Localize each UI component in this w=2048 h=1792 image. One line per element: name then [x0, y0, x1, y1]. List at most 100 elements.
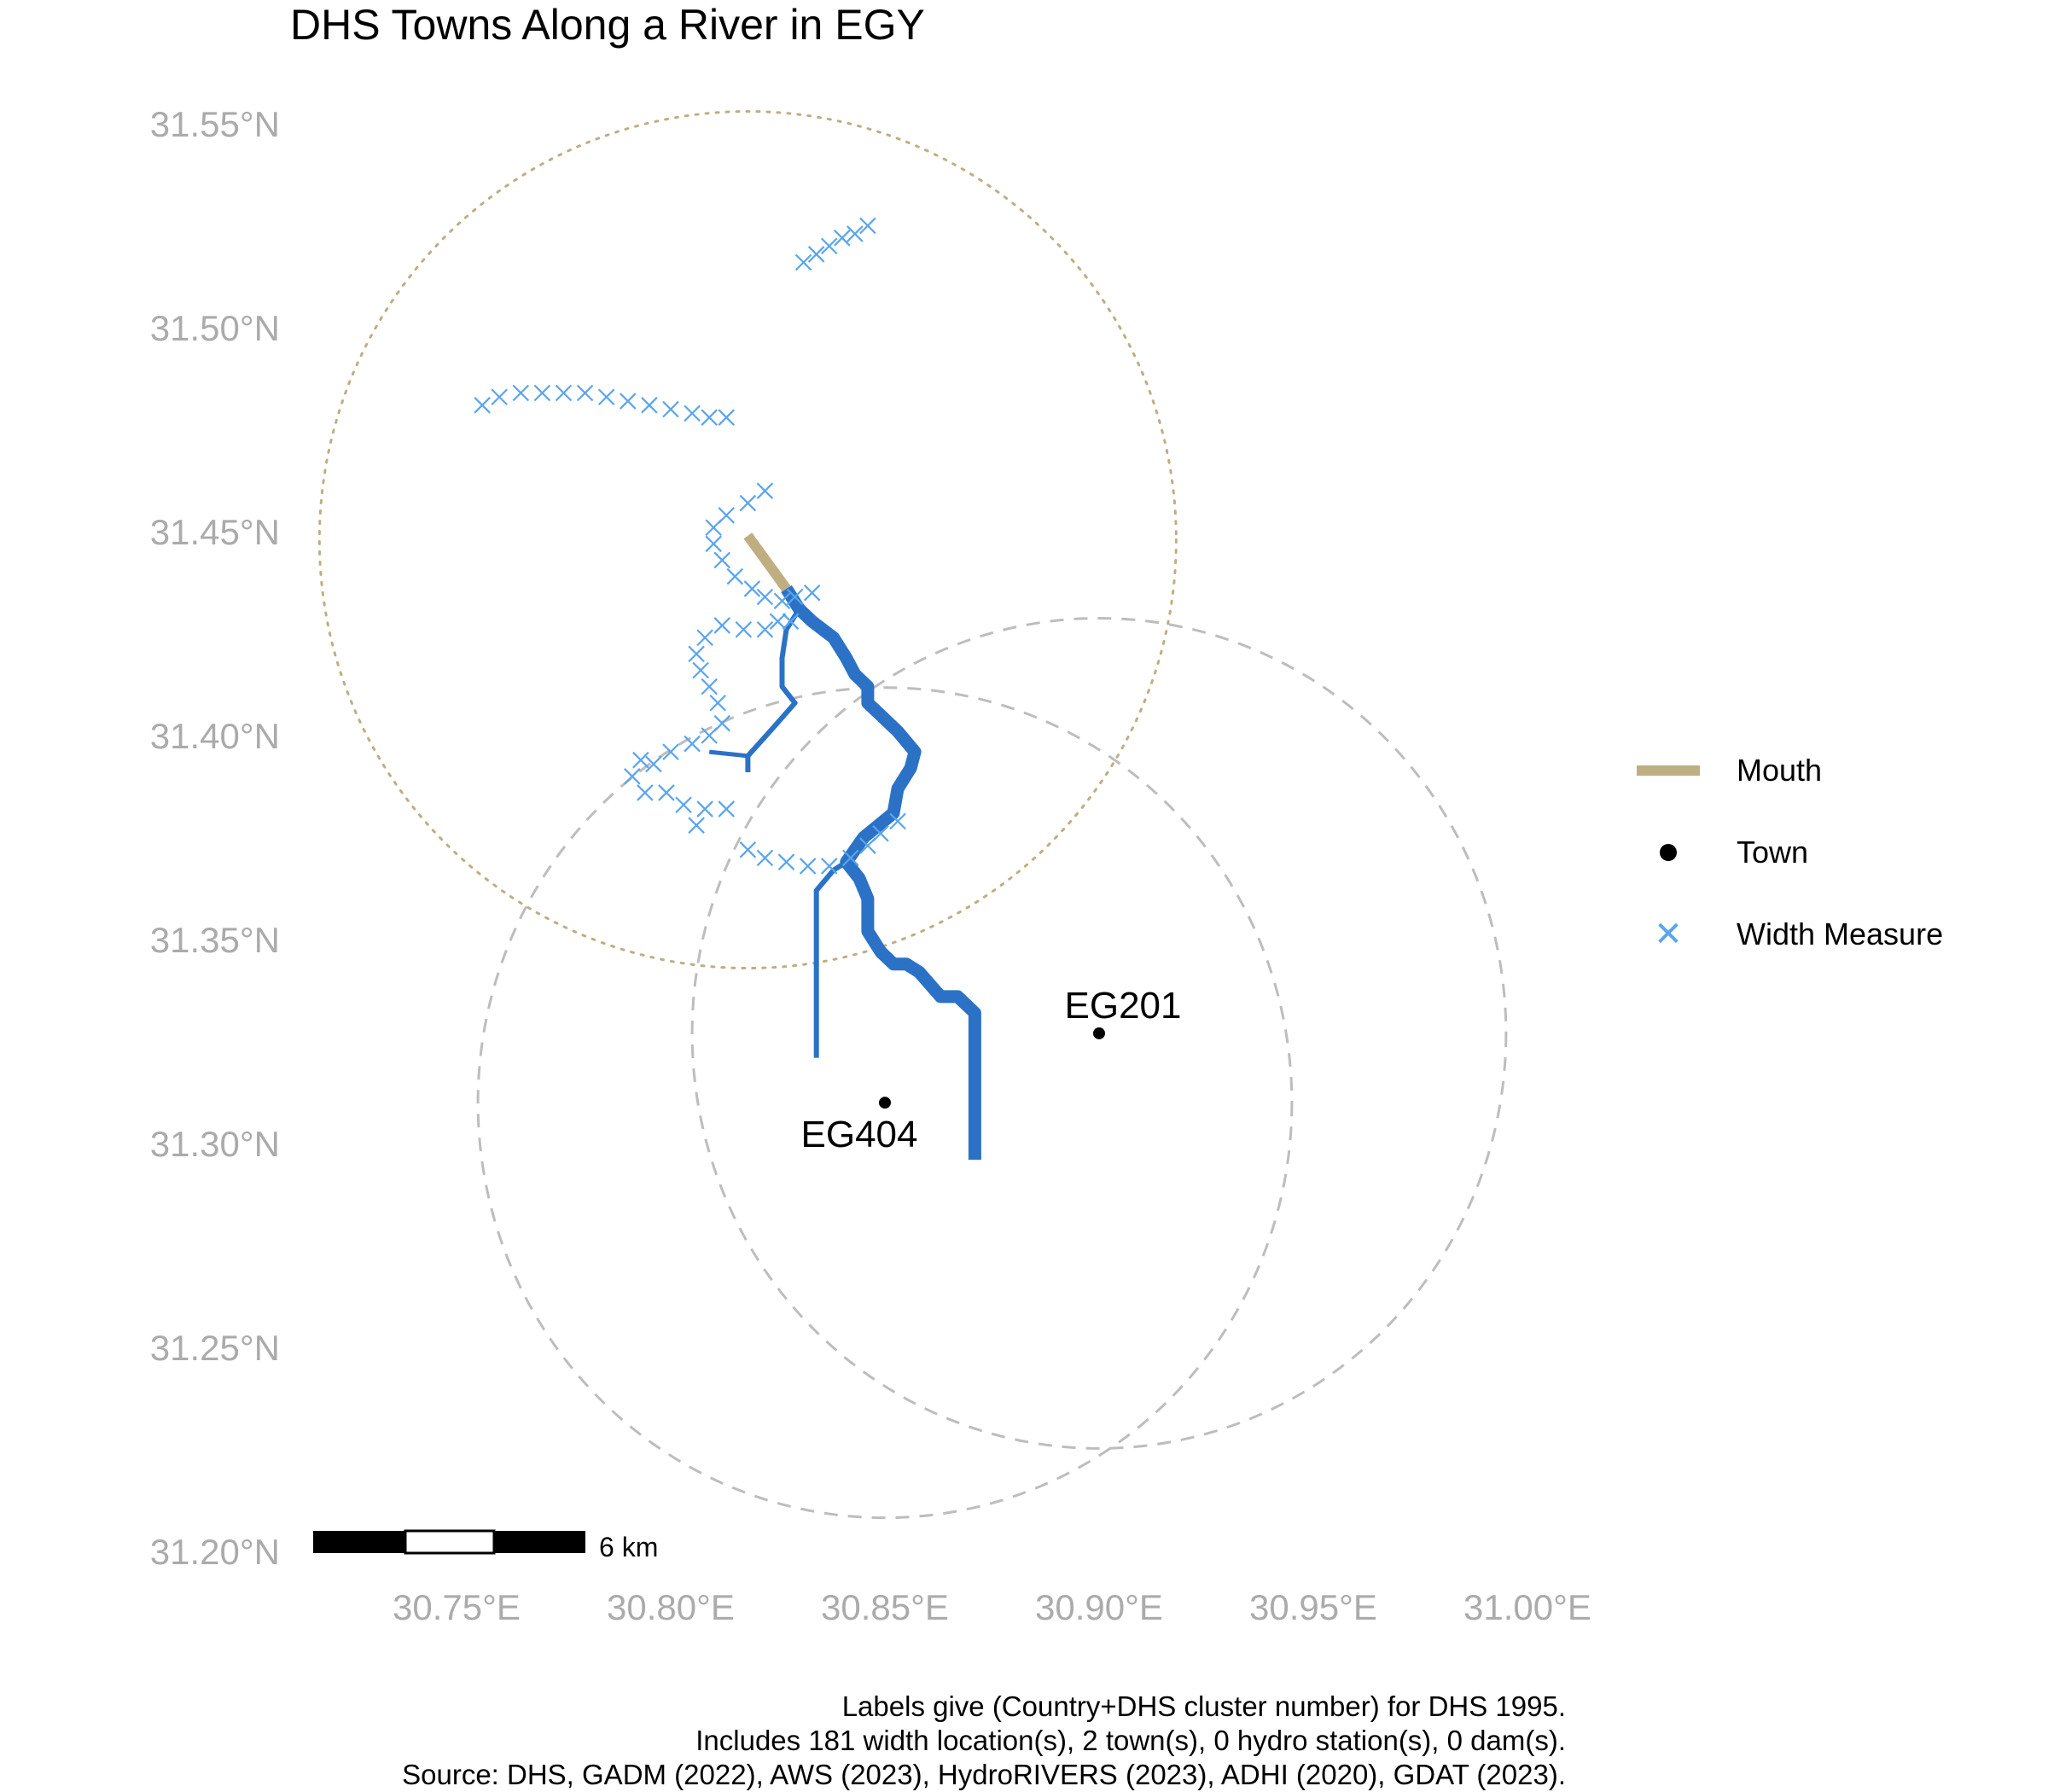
scale-bar-segment [494, 1531, 585, 1553]
width-measure-point [705, 535, 722, 553]
legend-label: Town [1737, 835, 1809, 870]
width-measure-point [786, 588, 804, 606]
legend-item-width-measure: ✕ Width Measure [1634, 893, 1993, 975]
town-layer: EG201 EG404 [801, 985, 1182, 1155]
width-measure-point [662, 743, 679, 760]
width-measure-point [794, 253, 812, 271]
x-tick-label: 31.00°E [1463, 1587, 1591, 1627]
width-measure-point [713, 617, 731, 634]
x-tick-label: 30.75°E [393, 1587, 521, 1627]
river-layer [708, 532, 981, 1161]
y-tick-label: 31.35°N [150, 920, 280, 960]
x-tick-label: 30.85°E [821, 1587, 949, 1627]
scale-bar: 6 km [313, 1529, 658, 1562]
town-label: EG404 [801, 1114, 918, 1155]
width-measure-point [576, 384, 594, 402]
river-branch-west [745, 608, 802, 772]
legend-label: Mouth [1737, 753, 1823, 788]
mouth-buffer-circle [317, 110, 1178, 970]
width-measure-point [632, 751, 649, 769]
width-measure-point [713, 551, 731, 569]
width-measure-point [701, 678, 718, 695]
width-measure-point [756, 849, 774, 867]
width-measure-point [701, 409, 718, 426]
width-measure-point [769, 613, 787, 630]
width-measure-point [624, 768, 641, 785]
width-measure-point [641, 397, 658, 414]
y-tick-label: 31.40°N [150, 716, 280, 756]
width-measure-point [872, 824, 889, 842]
town-point[interactable] [879, 1097, 891, 1109]
x-tick-label: 30.80°E [607, 1587, 735, 1627]
map-title: DHS Towns Along a River in EGY [290, 1, 925, 49]
width-measure-point [675, 796, 692, 814]
width-measure-point [847, 225, 864, 242]
y-tick-label: 31.45°N [150, 512, 280, 552]
width-measure-point [696, 629, 713, 647]
width-measure-point [637, 784, 654, 801]
scale-bar-segment [404, 1529, 496, 1555]
y-tick-label: 31.50°N [150, 308, 280, 348]
y-tick-label: 31.20°N [150, 1532, 280, 1572]
width-measure-point [842, 849, 859, 867]
width-measure-point [782, 613, 800, 630]
y-tick-label: 31.30°N [150, 1124, 280, 1164]
legend-item-mouth: Mouth [1634, 730, 1993, 812]
town-label: EG201 [1065, 985, 1182, 1027]
x-tick-label: 30.95°E [1249, 1587, 1377, 1627]
width-measure-point [743, 580, 761, 597]
width-measure-layer [474, 217, 906, 875]
width-measure-point [735, 620, 753, 638]
scale-bar-segment [313, 1531, 405, 1553]
river-branch-spur [708, 749, 748, 759]
width-measure-point [718, 409, 736, 426]
y-tick-label: 31.55°N [150, 104, 280, 144]
axis-layer: 30.75°E 30.80°E 30.85°E 30.90°E 30.95°E 31.00… [150, 104, 1591, 1627]
width-measure-point [597, 388, 615, 406]
width-measure-point [662, 400, 679, 418]
width-measure-point [491, 388, 508, 406]
width-measure-point [718, 800, 736, 817]
width-measure-point [777, 853, 795, 870]
width-measure-point [859, 217, 876, 235]
width-measure-point [696, 800, 713, 817]
width-measure-point [658, 784, 675, 801]
town-dot-icon [1634, 827, 1702, 878]
width-measure-point [756, 482, 774, 499]
width-measure-point [684, 404, 701, 422]
town-point[interactable] [1093, 1027, 1105, 1039]
width-measure-point [688, 817, 705, 834]
width-measure-point [807, 246, 825, 263]
width-measure-point [739, 494, 757, 512]
width-measure-point [709, 694, 726, 712]
width-measure-point [688, 645, 705, 663]
river-mouth-segment [743, 532, 791, 592]
river-main-channel [781, 585, 981, 1161]
width-measure-point [555, 384, 573, 402]
buffer-layer [317, 110, 1508, 1520]
caption-line: Includes 181 width location(s), 2 town(s… [695, 1725, 1566, 1756]
width-measure-point [820, 237, 838, 255]
width-measure-point [533, 384, 551, 402]
caption-line: Labels give (Country+DHS cluster number)… [841, 1690, 1566, 1722]
mouth-line-icon [1634, 745, 1702, 796]
width-measure-point [474, 397, 491, 414]
width-measure-point [684, 735, 701, 753]
width-measure-point [726, 567, 744, 585]
legend-label: Width Measure [1737, 916, 1944, 951]
width-measure-point [803, 584, 821, 602]
town-buffer-circle [476, 686, 1294, 1520]
river-branch-south [813, 859, 848, 1058]
width-measure-point [739, 841, 757, 858]
width-measure-point [705, 519, 722, 536]
town-buffer-circle [690, 617, 1508, 1450]
width-measure-point [756, 588, 774, 606]
width-measure-point [799, 858, 817, 875]
width-measure-point [820, 858, 838, 875]
width-measure-point [889, 812, 906, 830]
width-measure-point [834, 230, 851, 247]
width-measure-point [512, 384, 530, 402]
width-measure-point [713, 714, 731, 732]
caption-line: Source: DHS, GADM (2022), AWS (2023), Hy… [402, 1759, 1566, 1790]
